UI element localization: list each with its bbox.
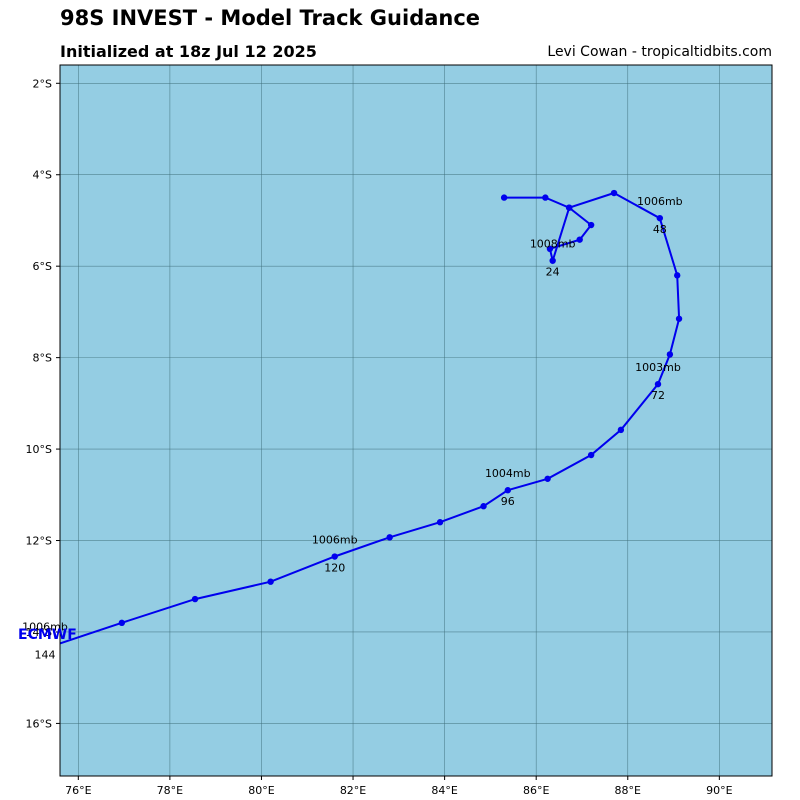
- track-point: [617, 426, 625, 434]
- y-tick-label: 6°S: [33, 260, 52, 273]
- model-label-ecmwf: ECMWF: [18, 627, 77, 643]
- y-tick-label: 2°S: [33, 77, 52, 90]
- x-tick-label: 90°E: [706, 784, 732, 797]
- credit-text: Levi Cowan - tropicaltidbits.com: [547, 44, 772, 60]
- lat-lon-grid: [60, 65, 772, 776]
- y-tick-label: 8°S: [33, 352, 52, 365]
- ecmwf-track-line: [59, 191, 681, 645]
- axis-ticks: 76°E 78°E 80°E 82°E 84°E 86°E 88°E 90°E 2°S 4°S 6°…: [26, 77, 733, 797]
- track-point: [666, 351, 674, 358]
- y-tick-label: 16°S: [26, 717, 52, 730]
- track-point: [654, 380, 662, 388]
- x-tick-label: 78°E: [157, 784, 183, 797]
- track-point: [331, 553, 338, 560]
- pressure-label: 1004mb: [485, 467, 531, 480]
- x-tick-label: 76°E: [65, 784, 91, 797]
- track-point: [656, 214, 664, 222]
- track-point: [675, 315, 683, 322]
- track-point: [480, 503, 487, 510]
- init-time-subtitle: Initialized at 18z Jul 12 2025: [60, 42, 317, 61]
- track-point: [549, 257, 556, 264]
- y-tick-label: 12°S: [26, 535, 52, 548]
- map-frame: [59, 64, 773, 777]
- x-tick-label: 88°E: [615, 784, 641, 797]
- track-point: [546, 245, 554, 253]
- pressure-label: 1008mb: [530, 238, 576, 251]
- forecast-hour-label: 72: [651, 389, 665, 402]
- x-tick-label: 82°E: [340, 784, 366, 797]
- y-tick-label: 10°S: [26, 443, 52, 456]
- track-point: [544, 475, 551, 482]
- x-tick-label: 80°E: [248, 784, 274, 797]
- y-tick-label: 4°S: [33, 169, 52, 182]
- pressure-label: 1003mb: [635, 361, 681, 374]
- ocean-background: [60, 65, 772, 776]
- track-point: [436, 519, 444, 526]
- forecast-hour-label: 144: [35, 648, 56, 661]
- track-point: [504, 487, 512, 494]
- x-tick-label: 86°E: [523, 784, 549, 797]
- track-point: [565, 204, 573, 211]
- track-point: [610, 189, 618, 197]
- track-point: [191, 595, 199, 603]
- map-plot-area: 1008mb 24 1006mb 48 1003mb 72 1004mb 96 1006mb 12…: [22, 65, 772, 776]
- track-point: [542, 194, 549, 201]
- track-point: [267, 578, 274, 585]
- track-point: [386, 534, 393, 541]
- forecast-hour-label: 120: [324, 562, 345, 575]
- forecast-hour-label: 48: [653, 223, 667, 236]
- pressure-label: 1006mb: [637, 195, 683, 208]
- track-point: [674, 272, 681, 279]
- track-point: [500, 194, 508, 201]
- track-points: [118, 189, 683, 627]
- track-point: [576, 236, 583, 243]
- y-tick-label: 14°S: [26, 626, 52, 639]
- x-tick-label: 84°E: [431, 784, 457, 797]
- pressure-label: 1006mb: [312, 534, 358, 547]
- forecast-hour-label: 96: [501, 495, 515, 508]
- pressure-label: 1006mb: [22, 620, 68, 633]
- forecast-hour-label: 24: [546, 266, 560, 279]
- map-title: 98S INVEST - Model Track Guidance: [60, 6, 481, 30]
- track-point: [118, 619, 126, 627]
- track-labels: 1008mb 24 1006mb 48 1003mb 72 1004mb 96 1006mb 12…: [22, 195, 683, 661]
- track-point: [587, 221, 595, 229]
- track-point: [587, 451, 595, 459]
